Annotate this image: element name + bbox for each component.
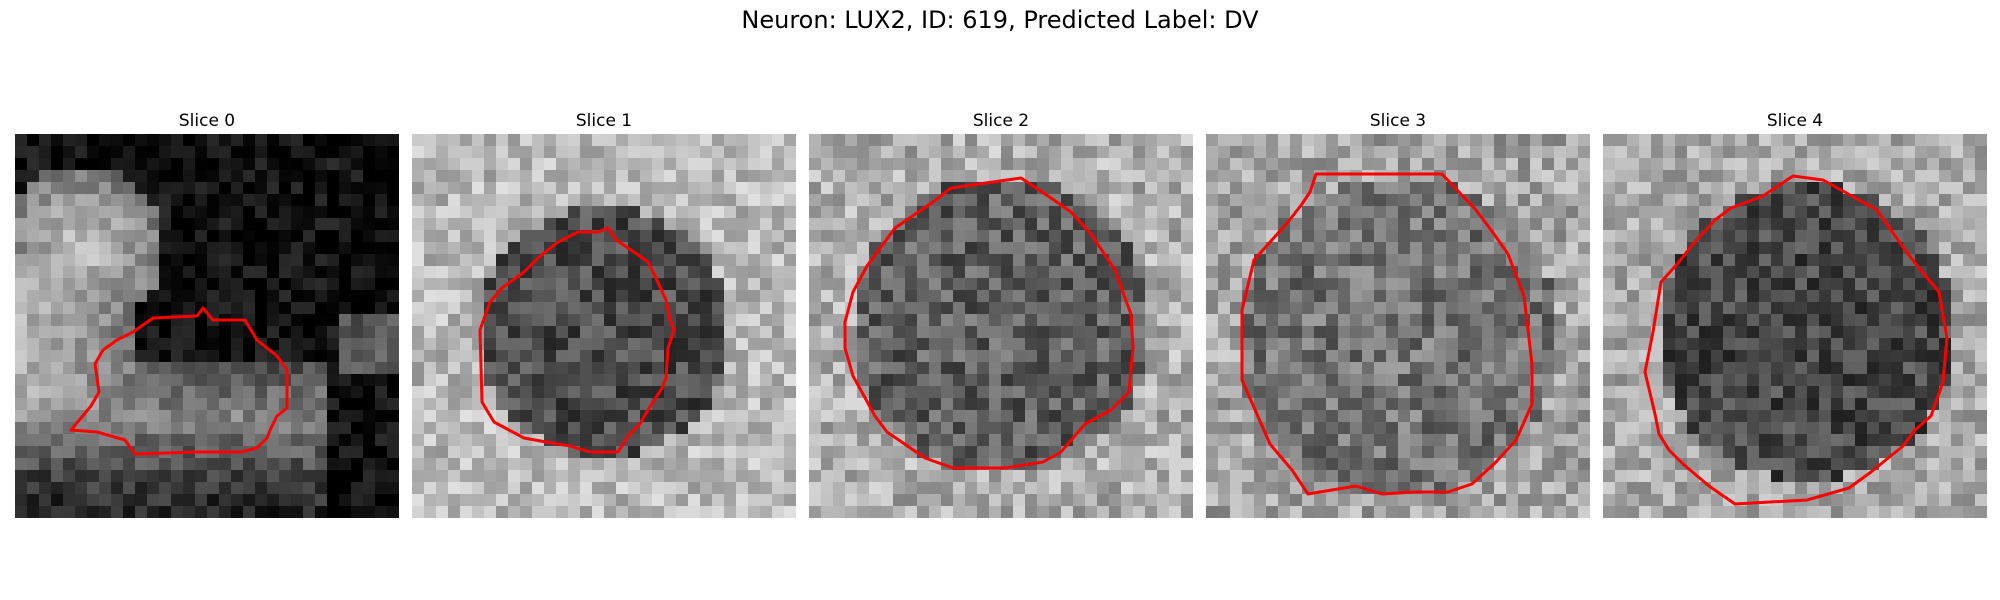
slice-title-4: Slice 4 xyxy=(1603,108,1987,134)
slice-panel-0: Slice 0 xyxy=(15,108,399,518)
slice-image-1 xyxy=(412,134,796,518)
slice-panel-1: Slice 1 xyxy=(412,108,796,518)
slice-title-0: Slice 0 xyxy=(15,108,399,134)
slice-title-3: Slice 3 xyxy=(1206,108,1590,134)
slice-panel-4: Slice 4 xyxy=(1603,108,1987,518)
figure-title: Neuron: LUX2, ID: 619, Predicted Label: … xyxy=(0,6,2000,34)
slice-panel-2: Slice 2 xyxy=(809,108,1193,518)
slice-title-1: Slice 1 xyxy=(412,108,796,134)
slice-panel-3: Slice 3 xyxy=(1206,108,1590,518)
slice-image-4 xyxy=(1603,134,1987,518)
slice-image-0 xyxy=(15,134,399,518)
slice-image-3 xyxy=(1206,134,1590,518)
slice-title-2: Slice 2 xyxy=(809,108,1193,134)
slice-image-2 xyxy=(809,134,1193,518)
